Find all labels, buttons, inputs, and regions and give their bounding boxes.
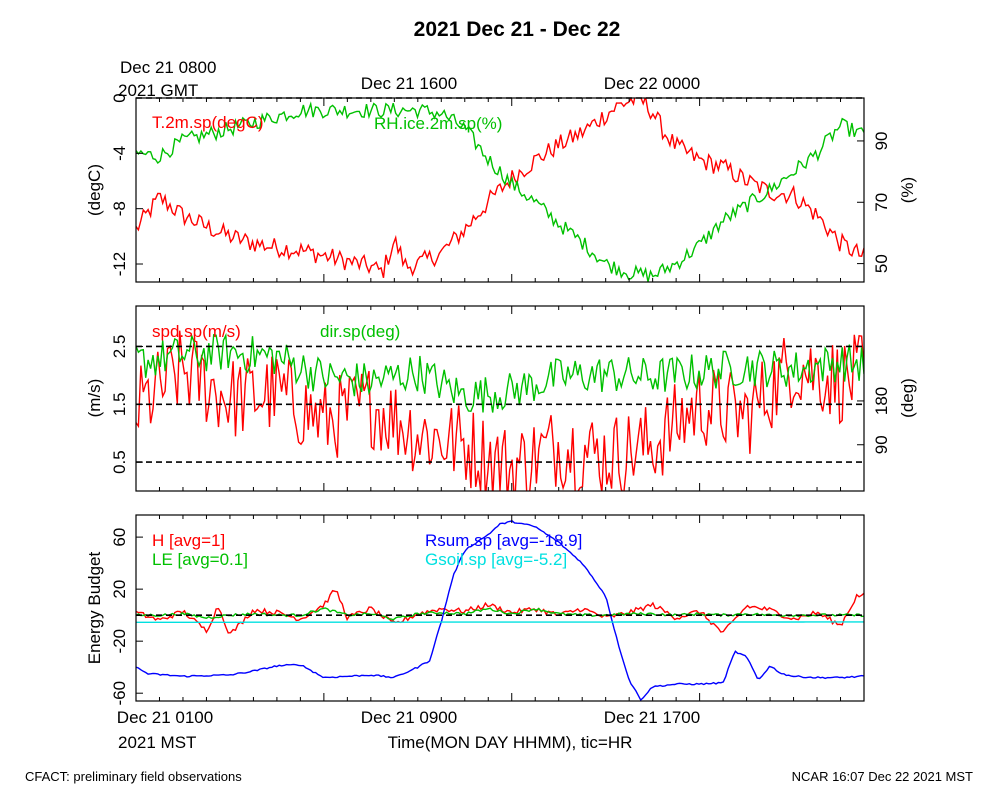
y-tick-label-left: -60 (110, 681, 129, 706)
legend-rsum-sp-avg-18-9: Rsum.sp [avg=-18.9] (425, 531, 582, 550)
legend-dir-sp-deg: dir.sp(deg) (320, 322, 400, 341)
top-mid-label: Dec 21 1600 (361, 74, 457, 93)
y-tick-label-right: 70 (872, 193, 891, 212)
plot-frame (135, 97, 865, 283)
bottom-mid-label: Dec 21 0900 (361, 708, 457, 727)
y-tick-label-left: 0.5 (110, 450, 129, 474)
top-start-tz: 2021 GMT (118, 81, 198, 100)
y-axis-label-left: (m/s) (85, 379, 104, 418)
bottom-start-date: Dec 21 0100 (117, 708, 213, 727)
legend-spd-sp-m-s: spd.sp(m/s) (152, 322, 241, 341)
y-tick-label-right: 90 (872, 131, 891, 150)
bottom-end-label: Dec 21 1700 (604, 708, 700, 727)
y-tick-label-left: 2.5 (110, 335, 129, 359)
y-tick-label-left: 1.5 (110, 392, 129, 416)
series-line-t-2m-sp-degc (136, 98, 864, 278)
y-tick-label-left: -20 (110, 629, 129, 654)
plot-frame (135, 305, 865, 492)
footer-right: NCAR 16:07 Dec 22 2021 MST (792, 769, 973, 784)
y-tick-label-right: 50 (872, 254, 891, 273)
y-tick-label-left: -8 (110, 201, 129, 216)
series-line-spd-sp-m-s (136, 330, 864, 491)
series-line-dir-sp-deg (136, 332, 864, 413)
y-tick-label-left: -12 (110, 252, 129, 277)
x-axis-title: Time(MON DAY HHMM), tic=HR (388, 733, 633, 752)
top-start-date: Dec 21 0800 (120, 58, 216, 77)
series-line-rh-ice-2m-sp (136, 101, 864, 282)
legend-t-2m-sp-degc: T.2m.sp(degC) (152, 113, 263, 132)
series-line-h-avg-1 (136, 589, 864, 634)
y-tick-label-right: 180 (872, 387, 891, 415)
y-axis-label-right: (deg) (898, 378, 917, 418)
chart-title: 2021 Dec 21 - Dec 22 (414, 18, 621, 41)
y-axis-label-left: Energy Budget (85, 551, 104, 664)
y-tick-label-right: 90 (872, 435, 891, 454)
top-end-label: Dec 22 0000 (604, 74, 700, 93)
y-tick-label-left: -4 (110, 146, 129, 161)
plot-frame (135, 514, 865, 702)
legend-rh-ice-2m-sp: RH.ice.2m.sp(%) (374, 114, 502, 133)
panel-wind: 2.5 1.5 0.5 (m/s) 180 90 (deg) spd.sp(m/s) dir.s… (85, 305, 917, 492)
y-tick-label-left: 0 (110, 93, 129, 102)
y-tick-label-left: 20 (110, 580, 129, 599)
legend-gsoil-sp-avg-5-2: Gsoil.sp [avg=-5.2] (425, 550, 567, 569)
y-tick-label-left: 60 (110, 528, 129, 547)
temperature-rh-series-group (136, 98, 864, 282)
y-axis-label-right: (%) (898, 177, 917, 203)
legend-h-avg-1: H [avg=1] (152, 531, 225, 550)
y-axis-label-left: (degC) (85, 164, 104, 216)
legend-le-avg-0-1: LE [avg=0.1] (152, 550, 248, 569)
footer-left: CFACT: preliminary field observations (25, 769, 242, 784)
panel-energy-budget: 60 20 -20 -60 Energy Budget H [avg=1]LE [avg=… (85, 514, 865, 706)
wind-series-group (136, 330, 864, 491)
bottom-start-tz: 2021 MST (118, 733, 196, 752)
panel-temperature-rh: 0 -4 -8 -12 (degC) 90 70 50 (%) T.2m.sp(degC) RH.i… (85, 93, 917, 283)
series-line-rsum-sp-avg-18-9 (136, 520, 864, 701)
